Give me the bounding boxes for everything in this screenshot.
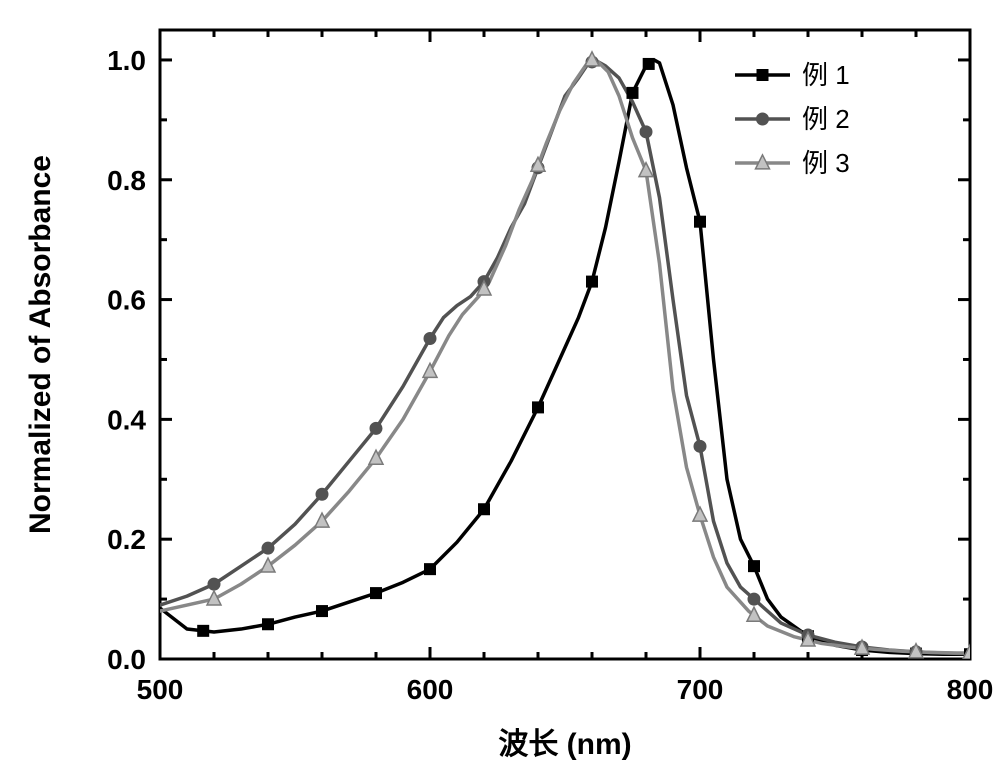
svg-text:例 2: 例 2: [802, 104, 850, 134]
svg-text:0.2: 0.2: [107, 524, 146, 555]
svg-text:1.0: 1.0: [107, 45, 146, 76]
svg-text:0.0: 0.0: [107, 644, 146, 675]
svg-text:0.4: 0.4: [107, 404, 146, 435]
absorbance-line-chart: 500 600 700 800 0.0 0.2 0.4 0.6 0.8 1.0 波长 (nm) Nor…: [0, 0, 1000, 779]
svg-text:600: 600: [407, 674, 454, 705]
svg-text:700: 700: [677, 674, 724, 705]
svg-text:0.6: 0.6: [107, 285, 146, 316]
svg-text:例 3: 例 3: [802, 148, 850, 178]
svg-text:500: 500: [137, 674, 184, 705]
svg-text:Normalized of Absorbance: Normalized of Absorbance: [24, 155, 57, 534]
figure-container: 500 600 700 800 0.0 0.2 0.4 0.6 0.8 1.0 波长 (nm) Nor…: [0, 0, 1000, 779]
svg-text:800: 800: [947, 674, 994, 705]
svg-text:波长 (nm): 波长 (nm): [498, 728, 631, 761]
svg-text:例 1: 例 1: [802, 60, 850, 90]
svg-text:0.8: 0.8: [107, 165, 146, 196]
